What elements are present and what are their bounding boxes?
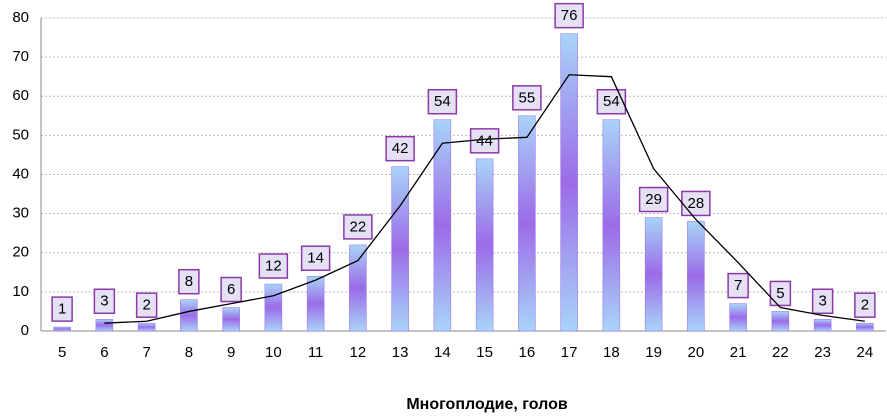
- bar: [475, 158, 494, 332]
- x-tick-label: 20: [688, 344, 705, 361]
- x-tick-label: 16: [519, 344, 536, 361]
- x-tick-label: 10: [265, 344, 282, 361]
- y-tick-label: 10: [12, 283, 29, 300]
- y-tick-label: 80: [12, 9, 29, 26]
- x-tick-label: 7: [142, 344, 150, 361]
- data-label-box: [469, 128, 500, 154]
- data-label-box: [638, 186, 669, 213]
- data-label-box: [811, 288, 834, 315]
- x-tick-label: 12: [350, 344, 367, 361]
- y-tick-label: 70: [12, 48, 29, 65]
- bar: [433, 119, 452, 332]
- data-label: 42: [392, 140, 409, 157]
- data-label: 14: [307, 250, 324, 267]
- bar: [306, 275, 325, 332]
- data-label: 22: [350, 218, 367, 235]
- x-tick-label: 6: [100, 344, 108, 361]
- data-label-box: [343, 214, 373, 240]
- data-label: 76: [561, 7, 578, 24]
- x-tick-label: 24: [857, 344, 874, 361]
- x-tick-label: 23: [814, 344, 831, 361]
- x-tick-label: 8: [185, 344, 193, 361]
- data-label-box: [512, 85, 542, 111]
- x-tick-label: 19: [645, 344, 662, 361]
- data-label: 12: [265, 258, 282, 275]
- x-tick-label: 15: [476, 344, 493, 361]
- data-label-box: [854, 292, 876, 318]
- x-tick-label: 11: [308, 344, 324, 361]
- data-label: 2: [861, 297, 869, 314]
- data-label-box: [385, 135, 415, 162]
- x-tick-label: 14: [434, 344, 451, 361]
- data-label: 29: [645, 191, 662, 208]
- y-tick-label: 0: [21, 322, 29, 339]
- trend-line: [104, 74, 865, 324]
- data-label: 1: [58, 301, 66, 318]
- data-label-box: [258, 253, 289, 279]
- bar: [95, 319, 114, 332]
- y-tick-label: 50: [12, 126, 29, 143]
- x-axis-title: Многоплодие, голов: [406, 396, 568, 413]
- data-label: 2: [142, 297, 150, 314]
- x-tick-label: 21: [730, 344, 747, 361]
- y-tick-label: 40: [12, 165, 29, 182]
- data-label: 44: [476, 132, 493, 149]
- data-label: 7: [734, 277, 742, 294]
- bar: [687, 221, 705, 332]
- bar: [391, 166, 409, 332]
- data-label: 54: [603, 93, 620, 110]
- bar: [644, 217, 663, 332]
- data-label: 28: [688, 195, 705, 212]
- bar: [53, 326, 71, 332]
- data-label: 55: [519, 89, 536, 106]
- bar: [771, 311, 790, 332]
- data-label: 54: [434, 93, 451, 110]
- data-label-box: [596, 88, 627, 115]
- data-label-box: [554, 2, 584, 29]
- data-label-box: [427, 88, 458, 115]
- data-label: 8: [185, 273, 193, 290]
- x-tick-label: 18: [603, 344, 620, 361]
- data-label-box: [300, 245, 331, 271]
- y-tick-label: 30: [12, 205, 29, 222]
- x-tick-label: 5: [58, 344, 66, 361]
- x-tick-label: 17: [561, 344, 578, 361]
- data-label-box: [178, 268, 200, 295]
- data-label-box: [51, 296, 73, 322]
- data-label: 3: [100, 293, 108, 310]
- data-label: 3: [818, 293, 826, 310]
- bar: [222, 307, 240, 332]
- data-label-box: [135, 292, 158, 318]
- bar: [813, 319, 832, 332]
- bar: [602, 119, 621, 332]
- x-tick-label: 9: [227, 344, 235, 361]
- data-label-box: [727, 272, 749, 299]
- data-label: 6: [227, 281, 235, 298]
- x-tick-label: 13: [392, 344, 409, 361]
- bar: [560, 33, 578, 332]
- bar: [729, 303, 747, 332]
- x-tick-label: 22: [772, 344, 789, 361]
- data-label-box: [769, 280, 792, 307]
- data-label: 5: [776, 285, 784, 302]
- bar: [856, 322, 874, 332]
- bar: [349, 244, 367, 332]
- y-tick-label: 20: [12, 244, 29, 261]
- bar: [137, 322, 156, 332]
- bar: [518, 115, 536, 332]
- bar: [180, 299, 198, 332]
- data-label-box: [220, 276, 242, 303]
- data-label-box: [93, 288, 116, 315]
- y-tick-label: 60: [12, 87, 29, 104]
- bar: [264, 283, 283, 332]
